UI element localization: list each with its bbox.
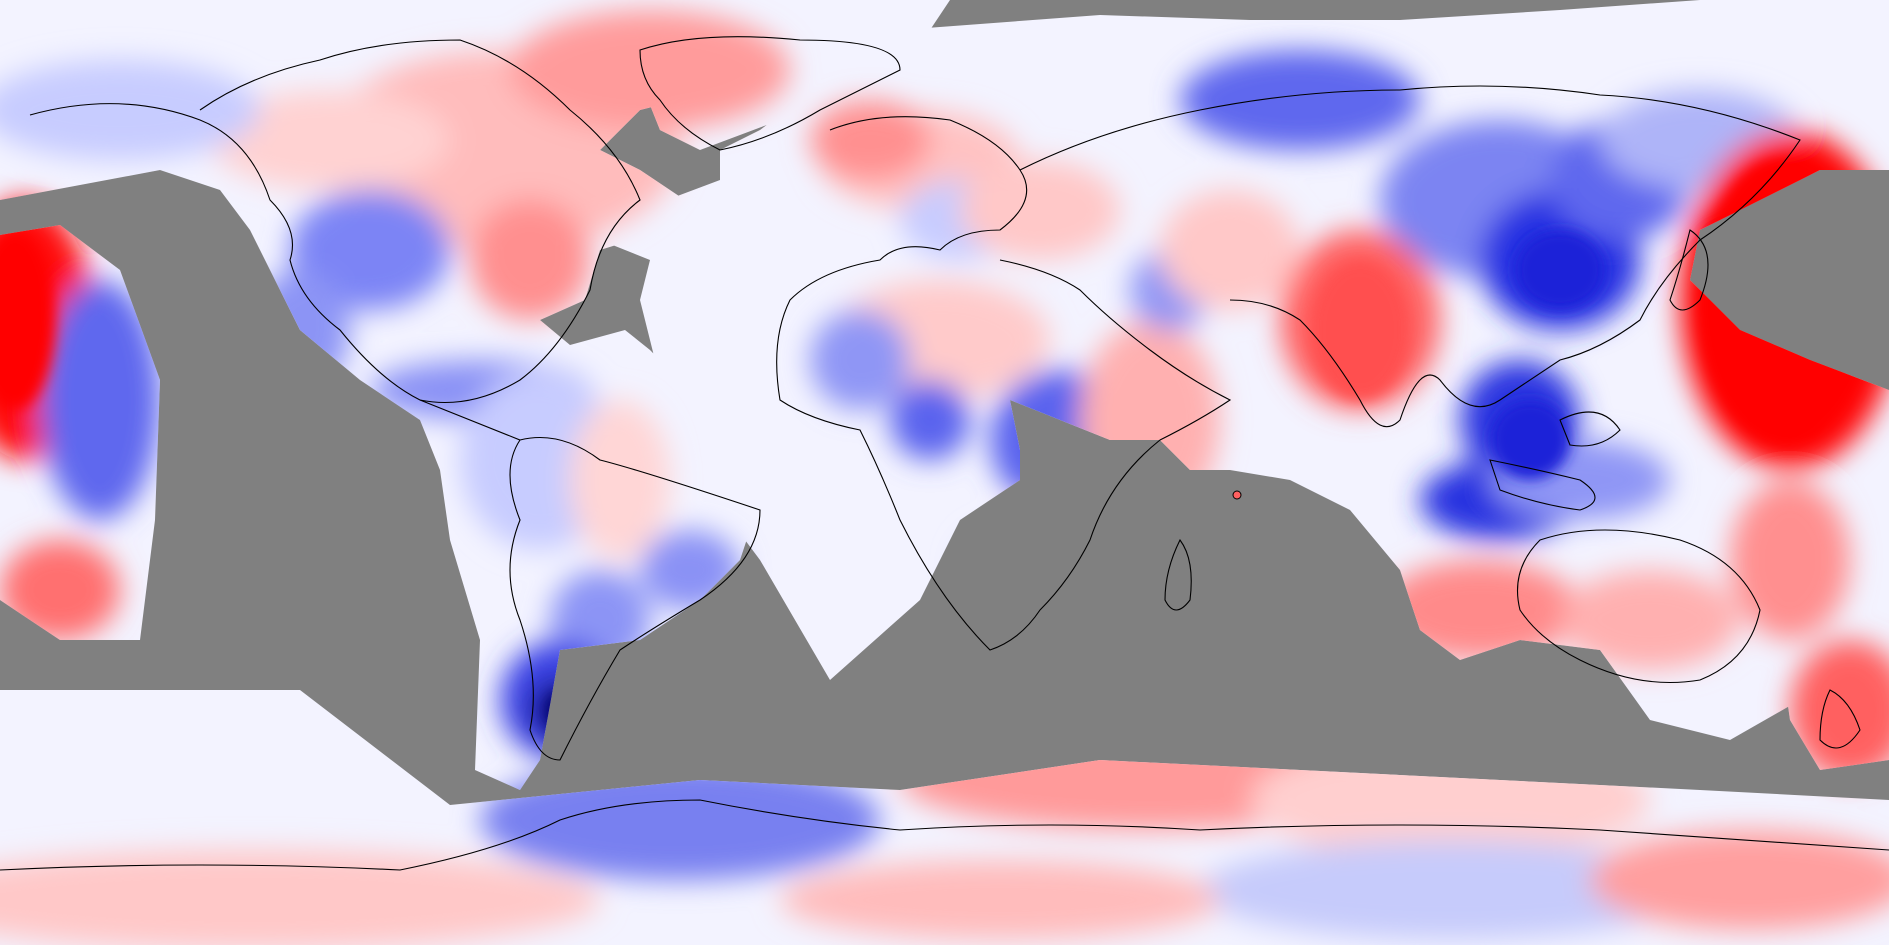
island-marker (1232, 490, 1242, 500)
coastlines (0, 36, 1889, 871)
